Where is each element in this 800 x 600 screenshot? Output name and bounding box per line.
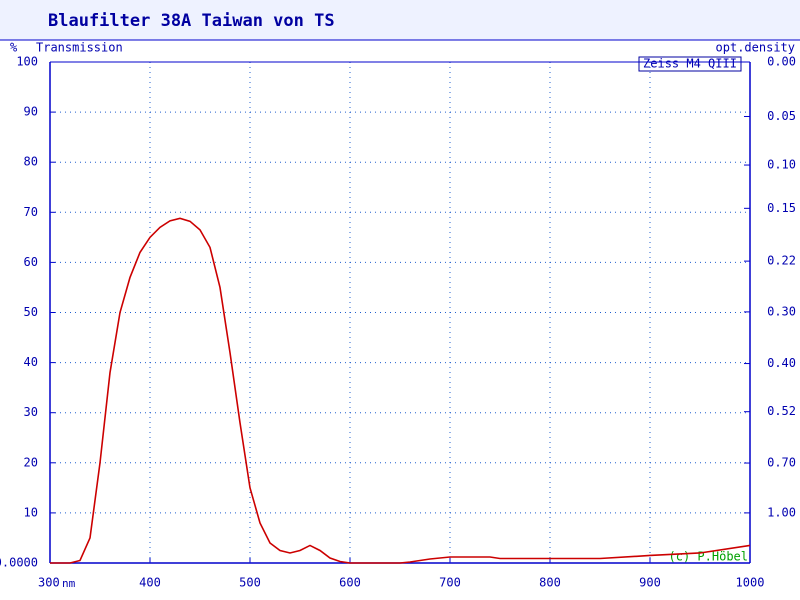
y2-tick-label: 0.05 — [767, 109, 796, 123]
y-tick-label: 50 — [24, 305, 38, 319]
y-unit: % — [10, 41, 18, 55]
x-tick-label: 500 — [239, 576, 261, 590]
data-line — [50, 217, 751, 564]
y2-tick-label: 0.15 — [767, 201, 796, 215]
y-tick-label: 0.0000 — [0, 556, 38, 570]
x-tick-label: 400 — [139, 576, 161, 590]
instrument-box — [638, 56, 742, 72]
y-tick-label: 100 — [16, 55, 38, 69]
y2-axis-label: opt.density — [716, 41, 795, 55]
y-axis-label: Transmission — [36, 41, 123, 55]
y2-tick-label: 0.70 — [767, 456, 796, 470]
y2-tick-label: 0.30 — [767, 304, 796, 318]
x-tick-label: 800 — [539, 576, 561, 590]
x-tick-label: 1000 — [736, 576, 765, 590]
y2-tick-label: 1.00 — [767, 505, 796, 519]
y2-tick-label: 0.40 — [767, 356, 796, 370]
chart-title: Blaufilter 38A Taiwan von TS — [48, 11, 335, 31]
y-tick-label: 10 — [24, 505, 38, 519]
x-tick-label: 900 — [639, 576, 661, 590]
y-tick-label: 20 — [24, 455, 38, 469]
instrument: Zeiss M4 QIII — [643, 57, 737, 71]
y2-tick-label: 0.22 — [767, 254, 796, 268]
y2-tick-label: 0.10 — [767, 158, 796, 172]
x-unit: nm — [62, 577, 76, 590]
y-tick-label: 60 — [24, 255, 38, 269]
title-bar — [0, 0, 800, 40]
x-tick-label: 700 — [439, 576, 461, 590]
y-tick-label: 40 — [24, 355, 38, 369]
x-tick-label: 600 — [339, 576, 361, 590]
x-tick-label: 300 — [38, 576, 60, 590]
y2-tick-label: 0.00 — [767, 55, 796, 69]
y-tick-label: 80 — [24, 155, 38, 169]
y-tick-label: 30 — [24, 405, 38, 419]
y-tick-label: 90 — [24, 105, 38, 119]
y-tick-label: 70 — [24, 205, 38, 219]
y2-tick-label: 0.52 — [767, 404, 796, 418]
